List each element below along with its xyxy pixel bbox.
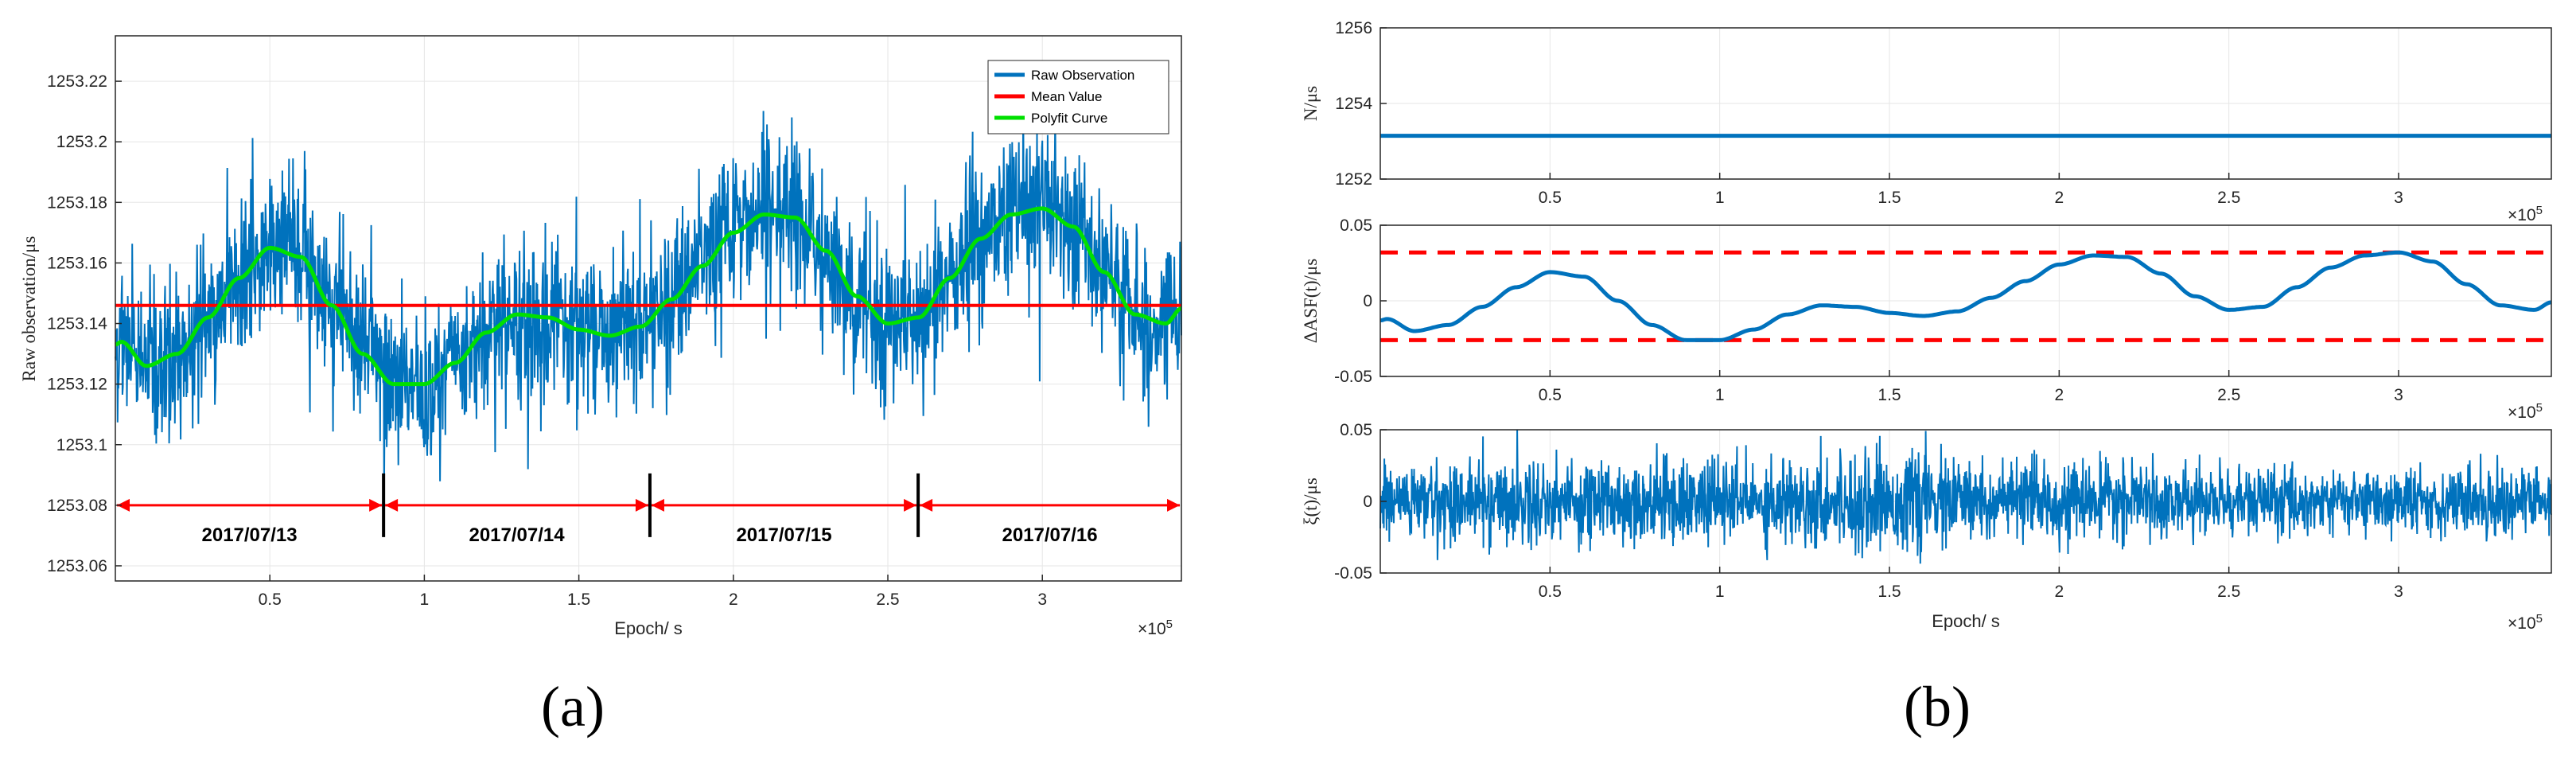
y-tick-label: 1253.18 [47,193,107,212]
raw-observation-series [115,66,1182,501]
raw-observation-trace [115,66,1182,501]
panel-b-top-x-multiplier: ×105 [2508,204,2543,224]
x-tick-label: 2.5 [876,591,899,609]
panel-b-middle-x-ticks: 0.5 1 1.5 2 2.5 3 [1539,370,2403,404]
panel-b-middle-x-multiplier: ×105 [2508,401,2543,422]
panel-b-bottom-y-ticks: -0.05 0 0.05 [1334,421,1387,583]
arrow-head-left [920,498,933,512]
panel-b-x-label: Epoch/ s [1932,611,2000,631]
y-tick-label: -0.05 [1334,564,1372,583]
panel-a: 2017/07/13 2017/07/14 2017/07/15 2017/07/16… [19,35,1182,739]
y-tick-label: 1253.12 [47,376,107,394]
x-tick-label: 1 [1715,583,1725,601]
panel-a-y-label: Raw observation/μs [19,236,39,382]
day-date-label: 2017/07/15 [736,524,831,546]
day-arrow: 2017/07/16 [920,498,1180,546]
y-tick-label: 0.05 [1340,421,1372,439]
x-tick-label: 3 [2394,386,2403,404]
panel-a-frame [115,35,1182,582]
panel-b-top: 1252 1254 1256 0.5 1 1.5 2 2.5 3 N/μs ×105 [1301,19,2552,224]
x-tick-label: 1 [1715,386,1725,404]
panel-b: 1252 1254 1256 0.5 1 1.5 2 2.5 3 N/μs ×105 -0.0… [1301,19,2552,739]
x-tick-label: 0.5 [1539,386,1562,404]
arrow-head-right [1167,498,1180,512]
y-tick-label: -0.05 [1334,368,1372,386]
legend-label-raw: Raw Observation [1031,68,1134,83]
y-tick-label: 1253.1 [56,436,107,454]
panel-b-bottom: -0.05 0 0.05 0.5 1 1.5 2 2.5 3 ξ(t)/μs Epoch/ s… [1301,421,2552,633]
y-tick-label: 0.05 [1340,216,1372,235]
x-tick-label: 1.5 [1878,386,1901,404]
y-tick-label: 1253.06 [47,557,107,575]
panel-b-top-y-label: N/μs [1301,86,1321,121]
y-tick-label: 0 [1363,493,1372,511]
polyfit-curve [115,206,1182,387]
x-tick-label: 2 [2054,189,2064,207]
day-arrow: 2017/07/13 [117,498,383,546]
x-tick-label: 2 [2054,386,2064,404]
panel-b-middle-y-label: ΔASF(t)/μs [1301,259,1321,343]
x-tick-label: 2.5 [2217,189,2240,207]
arrow-head-right [904,498,917,512]
x-tick-label: 2.5 [2217,583,2240,601]
panel-a-x-ticks: 0.5 1 1.5 2 2.5 3 [259,575,1047,609]
xi-noise-series [1379,429,2552,564]
panel-b-top-x-ticks: 0.5 1 1.5 2 2.5 3 [1539,173,2403,207]
arrow-head-left [385,498,399,512]
panel-b-top-y-ticks: 1252 1254 1256 [1335,19,1387,189]
y-tick-label: 1253.14 [47,315,107,333]
x-tick-label: 0.5 [1539,583,1562,601]
panel-a-x-multiplier: ×105 [1138,618,1173,638]
delta-asf-curve [1379,250,2552,342]
day-date-label: 2017/07/16 [1002,524,1097,546]
caption-b: (b) [1904,675,1971,739]
arrow-head-right [369,498,383,512]
legend-label-polyfit: Polyfit Curve [1031,111,1107,126]
y-tick-label: 1253.22 [47,72,107,91]
y-tick-label: 1256 [1335,19,1372,37]
xi-noise-trace [1379,429,2552,564]
x-tick-label: 1.5 [1878,189,1901,207]
day-arrows: 2017/07/13 2017/07/14 2017/07/15 2017/07/16 [117,473,1180,546]
y-tick-label: 1254 [1335,95,1372,113]
x-tick-label: 3 [2394,583,2403,601]
x-tick-label: 1 [420,591,430,609]
x-tick-label: 2.5 [2217,386,2240,404]
panel-b-bottom-x-multiplier: ×105 [2508,612,2543,633]
day-arrow: 2017/07/15 [651,498,917,546]
legend-label-mean: Mean Value [1031,89,1102,104]
legend: Raw Observation Mean Value Polyfit Curve [987,60,1169,134]
panel-b-middle: -0.05 0 0.05 0.5 1 1.5 2 2.5 3 ΔASF(t)/μs ×105 [1301,216,2552,422]
panel-b-bottom-y-label: ξ(t)/μs [1301,477,1321,525]
x-tick-label: 1.5 [1878,583,1901,601]
x-tick-label: 1.5 [567,591,590,609]
panel-b-bottom-x-ticks: 0.5 1 1.5 2 2.5 3 [1539,567,2403,601]
arrow-head-right [635,498,648,512]
y-tick-label: 1253.08 [47,497,107,515]
panel-a-x-label: Epoch/ s [614,618,683,638]
x-tick-label: 3 [2394,189,2403,207]
x-tick-label: 3 [1037,591,1047,609]
x-tick-label: 2 [729,591,738,609]
caption-a: (a) [541,675,605,739]
y-tick-label: 1253.16 [47,254,107,272]
day-date-label: 2017/07/14 [469,524,565,546]
x-tick-label: 0.5 [1539,189,1562,207]
x-tick-label: 2 [2054,583,2064,601]
x-tick-label: 0.5 [259,591,282,609]
y-tick-label: 0 [1363,292,1372,310]
y-tick-label: 1252 [1335,170,1372,189]
panel-b-middle-y-ticks: -0.05 0 0.05 [1334,216,1387,386]
arrow-head-left [117,498,130,512]
y-tick-label: 1253.2 [56,133,107,151]
x-tick-label: 1 [1715,189,1725,207]
panel-a-y-ticks: 1253.06 1253.08 1253.1 1253.12 1253.14 1253.1… [47,72,122,575]
arrow-head-left [651,498,664,512]
day-arrow: 2017/07/14 [385,498,648,546]
day-date-label: 2017/07/13 [202,524,298,546]
